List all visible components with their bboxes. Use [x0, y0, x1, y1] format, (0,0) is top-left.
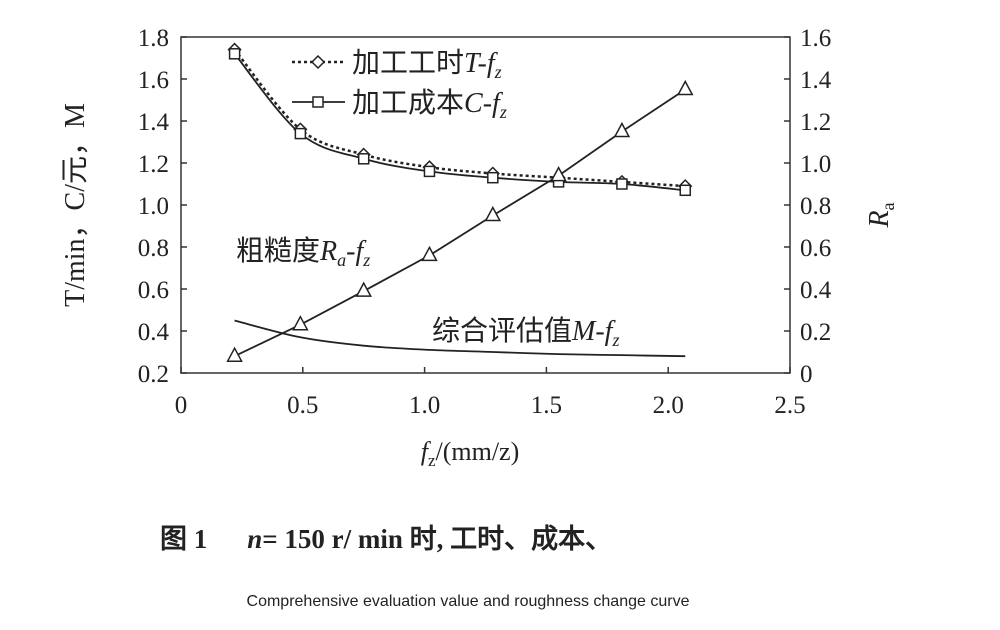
y-right-tick-label: 1.2	[800, 109, 831, 136]
x-tick-label: 1.5	[531, 392, 562, 419]
y-right-tick-label: 1.0	[800, 151, 831, 178]
square-marker	[423, 165, 436, 178]
caption-line2: Comprehensive evaluation value and rough…	[247, 593, 690, 610]
triangle-marker	[292, 315, 309, 331]
triangle-marker	[613, 121, 631, 138]
square-marker	[294, 127, 307, 140]
x-tick-label: 0.5	[287, 392, 318, 419]
square-marker	[487, 171, 499, 184]
y-right-tick-label: 0	[800, 361, 813, 388]
x-tick-label: 1.0	[409, 392, 440, 419]
x-tick-label: 0	[175, 392, 188, 419]
y-left-tick-label: 1.0	[138, 193, 169, 220]
square-marker	[357, 153, 370, 165]
square-marker	[616, 178, 628, 190]
y-left-tick-label: 0.6	[138, 277, 169, 304]
x-axis-label: fz/(mm/z)	[421, 437, 520, 470]
triangle-marker	[355, 281, 372, 297]
y-right-tick-label: 1.6	[800, 25, 831, 52]
y-left-axis-label: T/min，C/元，M	[60, 103, 91, 307]
caption-line1: 图 1 n= 150 r/ min 时, 工时、成本、	[160, 524, 612, 554]
y-right-tick-label: 0.2	[800, 319, 831, 346]
y-left-tick-label: 1.4	[138, 109, 170, 136]
annotation-m: 综合评估值M-fz	[432, 315, 619, 350]
y-left-tick-label: 1.8	[138, 25, 169, 52]
y-right-tick-label: 1.4	[800, 67, 832, 94]
annotation-ra: 粗糙度Ra-fz	[236, 235, 370, 270]
legend-label-c: 加工成本C-fz	[352, 87, 507, 122]
y-left-tick-label: 1.2	[138, 151, 169, 178]
legend-label-t: 加工工时T-fz	[352, 47, 502, 82]
diamond-marker	[310, 54, 326, 70]
y-left-tick-label: 0.4	[138, 319, 170, 346]
caption-n: n	[247, 524, 262, 554]
y-right-tick-label: 0.6	[800, 235, 831, 262]
y-right-tick-label: 0.8	[800, 193, 831, 220]
y-right-axis-label: Ra	[864, 202, 898, 228]
triangle-marker	[421, 245, 438, 262]
caption-fig: 图 1	[160, 524, 207, 554]
y-right-tick-label: 0.4	[800, 277, 832, 304]
series-line-2	[234, 88, 686, 358]
y-left-tick-label: 1.6	[138, 67, 169, 94]
square-marker	[228, 48, 241, 60]
triangle-marker	[484, 205, 502, 222]
x-tick-label: 2.0	[653, 392, 684, 419]
y-left-tick-label: 0.8	[138, 235, 169, 262]
series-line-3	[234, 319, 686, 358]
triangle-marker	[550, 166, 567, 182]
triangle-marker	[226, 346, 243, 362]
x-tick-label: 2.5	[774, 392, 805, 419]
square-marker	[679, 184, 692, 197]
triangle-marker	[676, 79, 694, 96]
square-marker	[312, 96, 324, 108]
y-left-tick-label: 0.2	[138, 361, 169, 388]
caption-rest: = 150 r/ min 时, 工时、成本、	[262, 524, 612, 554]
